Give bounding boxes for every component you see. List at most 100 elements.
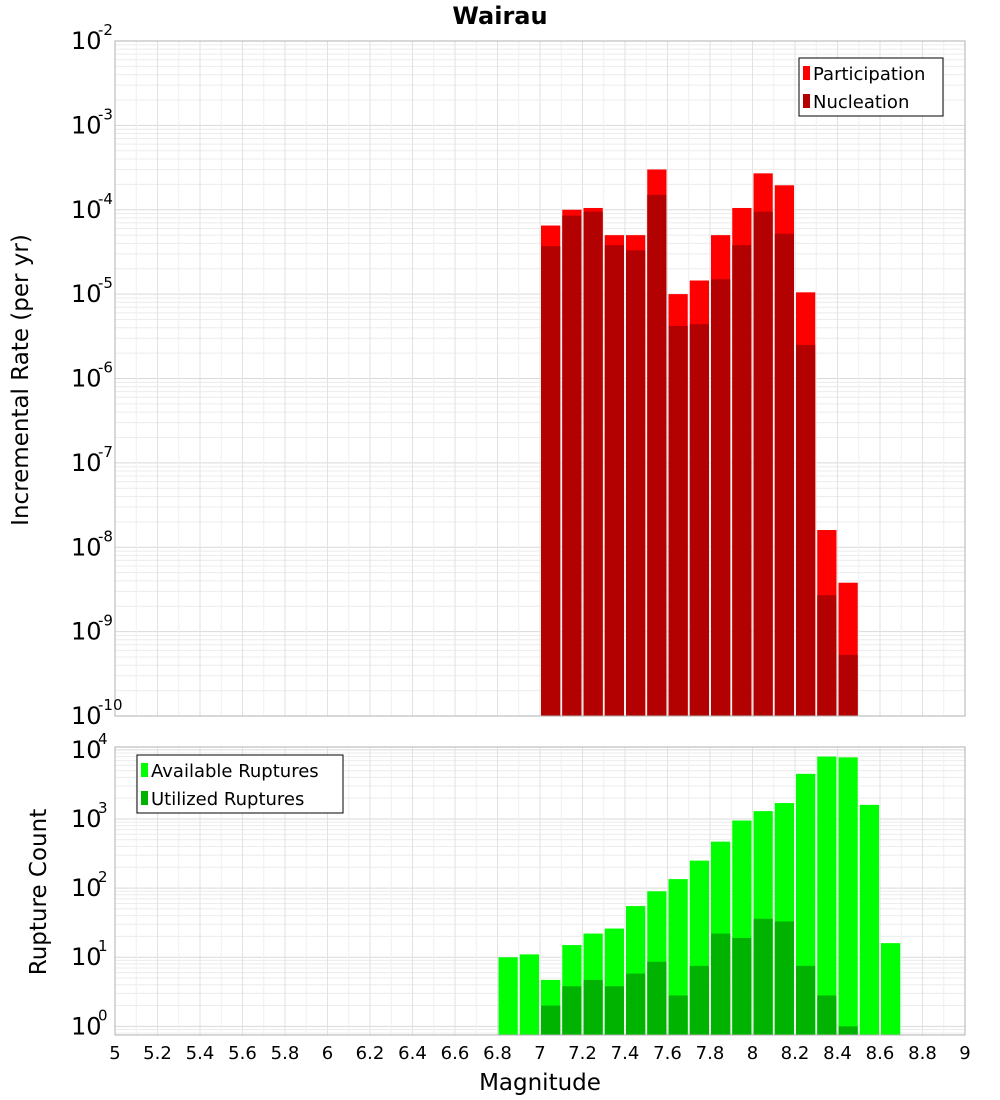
top-legend-label: Participation bbox=[813, 64, 925, 85]
top-bar-b bbox=[796, 344, 816, 716]
top-bar-b bbox=[711, 279, 731, 716]
top-series-1 bbox=[541, 194, 858, 717]
x-tick-label: 8.8 bbox=[908, 1043, 937, 1064]
top-bar-b bbox=[604, 245, 624, 717]
top-y-tick-exponent: -8 bbox=[98, 527, 113, 545]
top-legend-box bbox=[798, 57, 944, 117]
bottom-bar-b bbox=[774, 921, 794, 1035]
bottom-bar-a bbox=[498, 957, 518, 1035]
top-y-tick-label: 10 bbox=[71, 196, 102, 224]
top-bar-b bbox=[753, 211, 773, 716]
bottom-bar-b bbox=[838, 1026, 858, 1035]
top-y-tick-label: 10 bbox=[71, 702, 102, 730]
x-ticks: 5 5.2 5.4 5.6 5.8 6 6.2 6.4 6.6 6.8 7 7.2 7.4 7.6 7.8 8… bbox=[109, 1043, 970, 1064]
bottom-legend: Available Ruptures Utilized Ruptures bbox=[136, 754, 344, 814]
bottom-legend-swatch bbox=[141, 791, 148, 805]
top-legend-swatch bbox=[803, 94, 810, 108]
top-y-axis-label: Incremental Rate (per yr) bbox=[8, 234, 34, 526]
top-plot-area: 10-1010-910-810-710-610-510-410-310-2Par… bbox=[71, 21, 966, 730]
bottom-legend-swatch bbox=[141, 763, 148, 777]
top-bar-b bbox=[838, 654, 858, 716]
bottom-bar-b bbox=[647, 961, 667, 1035]
top-grid bbox=[114, 40, 966, 717]
top-y-tick-exponent: -3 bbox=[98, 105, 113, 123]
bottom-frame bbox=[114, 746, 966, 1036]
x-tick-label: 5.2 bbox=[143, 1043, 172, 1064]
x-tick-label: 7 bbox=[534, 1043, 545, 1064]
bottom-bar-b bbox=[796, 965, 816, 1035]
bottom-bar-b bbox=[562, 986, 582, 1035]
bottom-y-tick-label: 10 bbox=[71, 805, 102, 833]
top-bar-b bbox=[541, 246, 561, 716]
bottom-bar-a bbox=[817, 756, 837, 1035]
bottom-y-tick-exponent: 2 bbox=[98, 868, 108, 886]
top-y-tick-exponent: -10 bbox=[98, 696, 123, 714]
top-y-tick-exponent: -9 bbox=[98, 612, 113, 630]
x-tick-label: 6.4 bbox=[398, 1043, 427, 1064]
top-y-tick-label: 10 bbox=[71, 280, 102, 308]
bottom-bar-a bbox=[838, 757, 858, 1035]
bottom-legend-box bbox=[136, 754, 344, 814]
x-tick-label: 7.2 bbox=[568, 1043, 597, 1064]
bottom-y-tick-label: 10 bbox=[71, 943, 102, 971]
x-tick-label: 5.8 bbox=[271, 1043, 300, 1064]
x-tick-label: 8.4 bbox=[823, 1043, 852, 1064]
bottom-bar-a bbox=[859, 804, 879, 1035]
bottom-bar-b bbox=[753, 918, 773, 1035]
top-y-tick-label: 10 bbox=[71, 449, 102, 477]
top-frame bbox=[114, 40, 966, 717]
top-legend-label: Nucleation bbox=[813, 92, 909, 113]
bottom-legend-label: Utilized Ruptures bbox=[151, 789, 304, 810]
bottom-y-tick-exponent: 3 bbox=[98, 799, 108, 817]
top-y-tick-exponent: -2 bbox=[98, 21, 113, 39]
x-tick-label: 5 bbox=[109, 1043, 120, 1064]
top-bar-b bbox=[583, 211, 603, 716]
x-tick-label: 6.8 bbox=[483, 1043, 512, 1064]
bottom-series-1 bbox=[541, 918, 858, 1035]
bottom-bar-b bbox=[604, 986, 624, 1035]
x-axis-label: Magnitude bbox=[479, 1070, 601, 1096]
top-y-tick-exponent: -5 bbox=[98, 274, 113, 292]
x-tick-label: 7.6 bbox=[653, 1043, 682, 1064]
bottom-y-tick-exponent: 1 bbox=[98, 937, 108, 955]
bottom-y-tick-label: 10 bbox=[71, 1012, 102, 1040]
x-tick-label: 8.6 bbox=[866, 1043, 895, 1064]
top-bar-b bbox=[817, 595, 837, 716]
x-tick-label: 8.2 bbox=[781, 1043, 810, 1064]
x-tick-label: 6.6 bbox=[441, 1043, 470, 1064]
top-bar-b bbox=[647, 194, 667, 716]
chart-title: Wairau bbox=[452, 2, 547, 30]
x-tick-label: 5.4 bbox=[186, 1043, 215, 1064]
bottom-bar-b bbox=[668, 995, 688, 1035]
bottom-y-axis-label: Rupture Count bbox=[26, 809, 52, 975]
bottom-y-tick-label: 10 bbox=[71, 874, 102, 902]
bottom-bar-b bbox=[583, 979, 603, 1035]
bottom-bar-b bbox=[689, 965, 709, 1035]
x-tick-label: 9 bbox=[959, 1043, 970, 1064]
x-tick-label: 7.4 bbox=[611, 1043, 640, 1064]
bottom-bar-b bbox=[732, 937, 752, 1035]
x-tick-label: 6 bbox=[322, 1043, 333, 1064]
top-bar-b bbox=[562, 215, 582, 717]
top-bar-b bbox=[774, 233, 794, 716]
top-y-tick-exponent: -6 bbox=[98, 359, 113, 377]
top-y-tick-exponent: -7 bbox=[98, 443, 113, 461]
top-bar-b bbox=[626, 250, 646, 717]
x-tick-label: 5.6 bbox=[228, 1043, 257, 1064]
top-bar-b bbox=[732, 245, 752, 717]
top-bar-b bbox=[668, 325, 688, 716]
bottom-bar-a bbox=[881, 943, 901, 1035]
top-y-tick-label: 10 bbox=[71, 618, 102, 646]
top-y-tick-exponent: -4 bbox=[98, 190, 113, 208]
bottom-bar-b bbox=[626, 973, 646, 1035]
bottom-bar-b bbox=[711, 933, 731, 1035]
x-tick-label: 8 bbox=[747, 1043, 758, 1064]
bottom-y-tick-exponent: 4 bbox=[98, 730, 108, 748]
top-legend: Participation Nucleation bbox=[798, 57, 944, 117]
bottom-legend-label: Available Ruptures bbox=[151, 761, 319, 782]
bottom-bar-a bbox=[519, 954, 539, 1035]
bottom-y-tick-exponent: 0 bbox=[98, 1006, 108, 1024]
